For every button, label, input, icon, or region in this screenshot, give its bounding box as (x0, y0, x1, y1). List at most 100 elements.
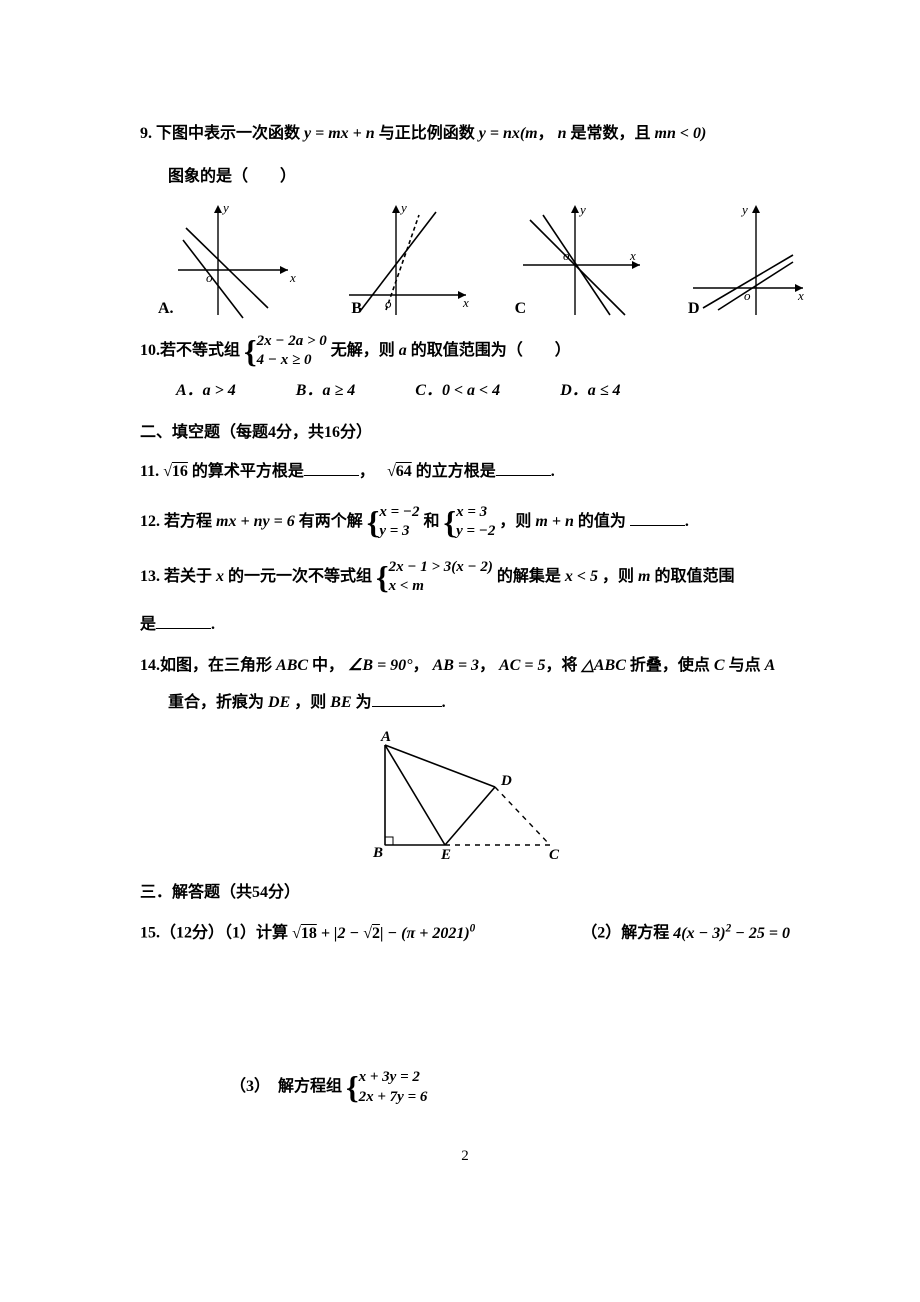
q12-t3: 和 (423, 513, 439, 530)
q12-s2a: x = 3 (456, 503, 495, 523)
q9-t2: 与正比例函数 (379, 125, 475, 142)
q13-line2: 是 (140, 616, 156, 633)
q14-t5: ，将 (546, 657, 578, 674)
q12-sol1: { x = −2 y = 3 (367, 503, 420, 542)
q15-p3-system: { x + 3y = 2 2x + 7y = 6 (346, 1068, 427, 1107)
q9-t3: 是常数，且 (571, 125, 651, 142)
svg-text:B: B (372, 845, 383, 861)
q15-score: （12分） (160, 925, 224, 942)
q15-p3e2: 2x + 7y = 6 (359, 1088, 428, 1108)
q10-t2: 无解，则 (331, 342, 395, 359)
q13-f1: x < 5 (565, 568, 598, 585)
q12-t6: . (685, 513, 689, 530)
q12-s2b: y = −2 (456, 522, 495, 542)
q14-v4: DE (268, 694, 290, 711)
q11-t2: ， (359, 463, 367, 480)
q10-eq2: 4 − x ≥ 0 (257, 351, 327, 371)
q15-p3e1: x + 3y = 2 (359, 1068, 428, 1088)
q12-t4: ，则 (499, 513, 531, 530)
q9-graphs: x y o A. x y o B (168, 200, 808, 320)
svg-text:A: A (380, 729, 391, 745)
blank-13 (156, 613, 211, 629)
q9-f4: mn < 0) (655, 125, 707, 142)
q13-t3: 的解集是 (497, 568, 561, 585)
q11-p2: √64 (387, 463, 412, 480)
q11-t4: . (551, 463, 555, 480)
svg-text:o: o (563, 248, 570, 263)
q14-f3: AC = 5 (499, 657, 545, 674)
q11-p1: √16 (163, 463, 188, 480)
q10-system: { 2x − 2a > 0 4 − x ≥ 0 (244, 332, 327, 371)
q10-eq1: 2x − 2a > 0 (257, 332, 327, 352)
question-15: 15.（12分）（1）计算 √18 + |2 − √2| − (π + 2021… (140, 918, 790, 1107)
q12-t2: 有两个解 (299, 513, 363, 530)
q12-sol2: { x = 3 y = −2 (443, 503, 495, 542)
question-14: 14.如图，在三角形 ABC 中， ∠B = 90°， AB = 3， AC =… (140, 652, 790, 866)
question-9: 9. 下图中表示一次函数 y = mx + n 与正比例函数 y = nx(m，… (140, 120, 790, 320)
question-13: 13. 若关于 x 的一元一次不等式组 { 2x − 1 > 3(x − 2) … (140, 558, 790, 640)
blank-14 (372, 691, 442, 707)
q14-f4: △ABC (582, 657, 626, 674)
svg-text:y: y (740, 202, 748, 217)
q9-f1: y = mx + n (304, 125, 375, 142)
q9-f2: y = nx(m (479, 125, 538, 142)
graph-a: x y o A. (168, 200, 298, 320)
q12-num: 12. (140, 513, 160, 530)
q14-v1: ABC (276, 657, 308, 674)
svg-text:o: o (206, 270, 213, 285)
q14-t6: 折叠，使点 (630, 657, 710, 674)
q11-t3: 的立方根是 (416, 463, 496, 480)
q13-v1: x (216, 568, 224, 585)
q9-t1: 下图中表示一次函数 (156, 125, 300, 142)
label-a: A. (158, 295, 174, 324)
page-number: 2 (140, 1143, 790, 1170)
q14-num: 14. (140, 657, 160, 674)
q15-num: 15. (140, 925, 160, 942)
svg-text:x: x (289, 270, 296, 285)
q9-f3: n (558, 125, 567, 142)
q14-t1: 如图，在三角形 (160, 657, 272, 674)
q10-t3: 的取值范围为（ ） (411, 342, 571, 359)
q13-t5: 的取值范围 (654, 568, 734, 585)
label-c: C (515, 295, 527, 324)
q13-system: { 2x − 1 > 3(x − 2) x < m (376, 558, 493, 597)
q14-v2: C (714, 657, 725, 674)
graph-c-svg: x y o (515, 200, 645, 320)
q10-opt-c: C．0 < a < 4 (415, 377, 500, 406)
q15-part1: 15.（12分）（1）计算 √18 + |2 − √2| − (π + 2021… (140, 918, 475, 948)
svg-text:x: x (797, 288, 804, 303)
section-2-title: 二、填空题（每题4分，共16分） (140, 419, 790, 448)
label-b: B (351, 295, 362, 324)
q14-v3: A (765, 657, 776, 674)
q11-t1: 的算术平方根是 (192, 463, 304, 480)
q12-t5: 的值为 (578, 513, 626, 530)
q14-t7: 与点 (729, 657, 761, 674)
q14-l2a: 重合，折痕为 (168, 694, 264, 711)
q10-options: A．a > 4 B．a ≥ 4 C．0 < a < 4 D．a ≤ 4 (140, 377, 790, 406)
q13-e2: x < m (389, 577, 493, 597)
svg-text:E: E (440, 847, 451, 863)
q14-l2d: . (442, 694, 446, 711)
q14-t2: 中， (312, 657, 344, 674)
q12-s1b: y = 3 (379, 522, 419, 542)
q12-s1a: x = −2 (379, 503, 419, 523)
q13-t2: 的一元一次不等式组 (228, 568, 372, 585)
question-12: 12. 若方程 mx + ny = 6 有两个解 { x = −2 y = 3 … (140, 503, 790, 542)
question-10: 10.若不等式组 { 2x − 2a > 0 4 − x ≥ 0 无解，则 a … (140, 332, 790, 406)
q14-v5: BE (330, 694, 351, 711)
graph-c: x y o C (515, 200, 645, 320)
q9-comma: ， (538, 125, 554, 142)
svg-text:y: y (578, 202, 586, 217)
svg-text:y: y (399, 200, 407, 215)
q13-t6: . (211, 616, 215, 633)
svg-text:D: D (500, 773, 512, 789)
q13-t4: ，则 (602, 568, 634, 585)
svg-text:y: y (221, 200, 229, 215)
q15-p3-label: （3） 解方程组 (230, 1078, 342, 1095)
q12-f2: m + n (535, 513, 573, 530)
svg-text:C: C (549, 847, 560, 863)
q13-num: 13. (140, 568, 160, 585)
q10-opt-b: B．a ≥ 4 (296, 377, 355, 406)
q10-t1: 若不等式组 (160, 342, 240, 359)
q10-opt-d: D．a ≤ 4 (560, 377, 620, 406)
